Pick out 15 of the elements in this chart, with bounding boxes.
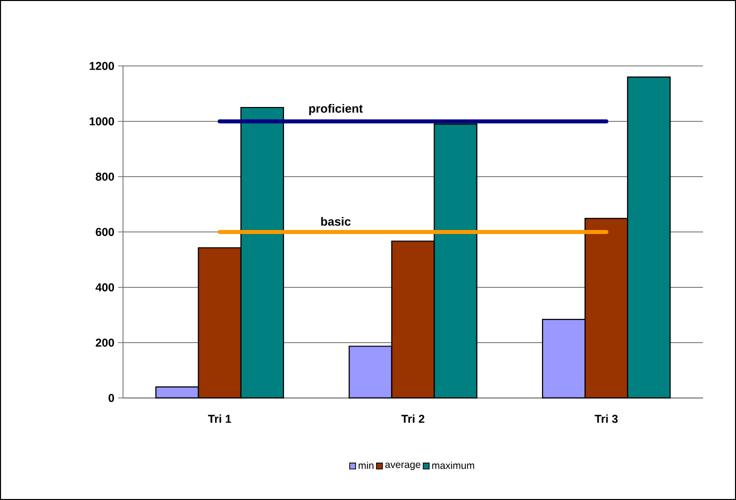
- y-tick-label: 1200: [90, 62, 114, 70]
- series-label: proficient: [309, 104, 363, 116]
- x-tick-label: Tri 2: [401, 414, 424, 423]
- y-tick-label: 400: [96, 283, 114, 292]
- y-tick-label: 600: [96, 228, 114, 236]
- y-tick-label: 800: [96, 172, 114, 181]
- series-label: basic: [321, 217, 351, 226]
- legend-label: min: [358, 462, 374, 469]
- x-tick-label: Tri 1: [208, 414, 232, 423]
- y-tick-label: 200: [96, 338, 114, 347]
- x-tick-label: Tri 3: [594, 414, 618, 423]
- y-tick-label: 1000: [90, 117, 114, 126]
- y-tick-label: 0: [108, 394, 114, 402]
- legend-label: maximum: [432, 462, 474, 469]
- legend-label: average: [385, 462, 420, 470]
